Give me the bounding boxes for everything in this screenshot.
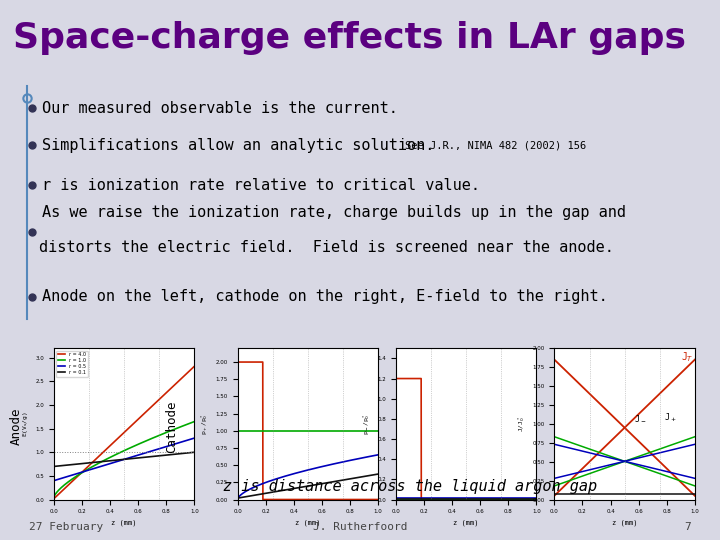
- Text: J. Rutherfoord: J. Rutherfoord: [312, 522, 408, 531]
- X-axis label: z (mm): z (mm): [612, 520, 637, 526]
- Text: distorts the electric field.  Field is screened near the anode.: distorts the electric field. Field is sc…: [39, 240, 613, 255]
- X-axis label: z (mm): z (mm): [454, 520, 479, 526]
- Text: J$_T$: J$_T$: [681, 350, 693, 364]
- Text: Cathode: Cathode: [165, 400, 178, 453]
- Text: r is ionization rate relative to critical value.: r is ionization rate relative to critica…: [42, 178, 480, 193]
- Y-axis label: J/J$_0^*$: J/J$_0^*$: [516, 416, 527, 432]
- Text: Space-charge effects in LAr gaps: Space-charge effects in LAr gaps: [13, 21, 686, 55]
- X-axis label: z (mm): z (mm): [295, 520, 320, 526]
- Y-axis label: p$_+$/p$_0^*$: p$_+$/p$_0^*$: [199, 413, 210, 435]
- Text: Anode on the left, cathode on the right, E-field to the right.: Anode on the left, cathode on the right,…: [42, 289, 608, 305]
- Text: z is distance across the liquid argon gap: z is distance across the liquid argon ga…: [223, 478, 598, 494]
- Text: 7: 7: [685, 522, 691, 531]
- Text: 27 February: 27 February: [29, 522, 103, 531]
- Text: Our measured observable is the current.: Our measured observable is the current.: [42, 100, 397, 116]
- Y-axis label: p$_-$/p$_0^*$: p$_-$/p$_0^*$: [361, 413, 372, 435]
- Text: See J.R., NIMA 482 (2002) 156: See J.R., NIMA 482 (2002) 156: [405, 140, 587, 150]
- Text: Anode: Anode: [9, 408, 22, 445]
- Legend: r = 4.0, r = 1.0, r = 0.5, r = 0.1: r = 4.0, r = 1.0, r = 0.5, r = 0.1: [56, 351, 88, 376]
- Text: As we raise the ionization rate, charge builds up in the gap and: As we raise the ionization rate, charge …: [42, 205, 626, 220]
- Text: J$_-$: J$_-$: [634, 413, 647, 423]
- Y-axis label: E(V$_s$/g): E(V$_s$/g): [21, 411, 30, 437]
- Text: J$_+$: J$_+$: [664, 412, 677, 424]
- X-axis label: z (mm): z (mm): [112, 520, 137, 526]
- Text: Simplifications allow an analytic solution.: Simplifications allow an analytic soluti…: [42, 138, 434, 153]
